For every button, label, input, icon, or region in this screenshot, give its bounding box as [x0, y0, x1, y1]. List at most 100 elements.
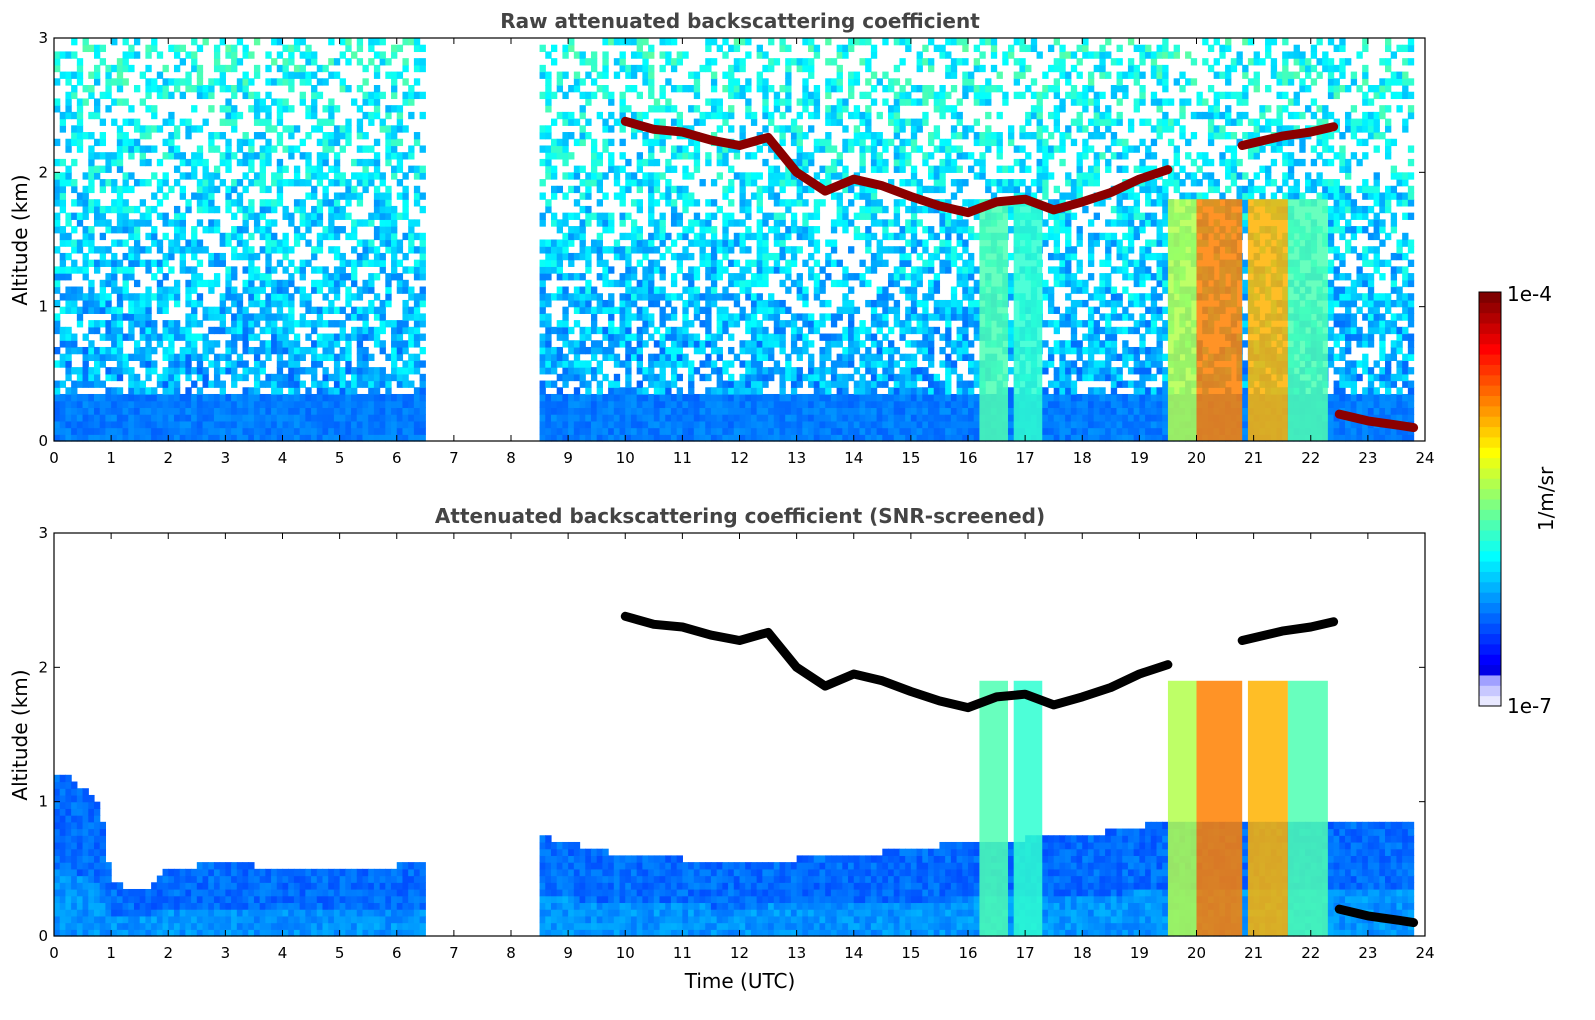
heatmap-cell [888, 387, 895, 395]
heatmap-cell [808, 38, 815, 46]
heatmap-cell [739, 427, 746, 435]
heatmap-cell [145, 266, 152, 274]
heatmap-cell [368, 246, 375, 254]
heatmap-cell [65, 111, 72, 120]
heatmap-cell [539, 360, 546, 368]
heatmap-cell [596, 252, 603, 261]
heatmap-cell [608, 353, 615, 361]
heatmap-cell [236, 145, 244, 153]
heatmap-cell [196, 333, 204, 341]
heatmap-cell [213, 132, 221, 140]
heatmap-cell [236, 313, 244, 321]
heatmap-cell [625, 105, 632, 113]
heatmap-cell [116, 64, 124, 73]
heatmap-cell [105, 105, 112, 113]
heatmap-cell [745, 387, 752, 395]
heatmap-cell [722, 152, 729, 160]
heatmap-cell [545, 91, 552, 100]
heatmap-cell [630, 299, 638, 308]
heatmap-cell [208, 145, 215, 153]
heatmap-cell [179, 326, 186, 335]
heatmap-cell [693, 407, 701, 415]
heatmap-cell [945, 353, 952, 361]
heatmap-cell [213, 259, 221, 267]
heatmap-cell [311, 105, 318, 113]
heatmap-cell [162, 259, 169, 267]
heatmap-cell [585, 400, 592, 409]
heatmap-cell [842, 353, 849, 361]
heatmap-cell [602, 434, 609, 442]
heatmap-cell [173, 125, 181, 133]
heatmap-cell [293, 172, 301, 180]
heatmap-cell [82, 252, 89, 261]
heatmap-cell [65, 252, 72, 261]
heatmap-cell [893, 212, 901, 220]
heatmap-cell [842, 299, 849, 308]
heatmap-cell [191, 105, 198, 113]
heatmap-cell [305, 44, 312, 53]
heatmap-cell [253, 353, 261, 361]
heatmap-cell [105, 226, 112, 234]
heatmap-cell [939, 91, 946, 100]
heatmap-cell [625, 232, 632, 241]
heatmap-cell [676, 111, 683, 120]
heatmap-cell [642, 239, 649, 247]
heatmap-cell [265, 111, 272, 120]
heatmap-cell [356, 85, 364, 93]
heatmap-cell [328, 407, 335, 415]
heatmap-cell [659, 51, 666, 59]
heatmap-cell [362, 373, 369, 382]
heatmap-cell [271, 172, 278, 180]
heatmap-cell [642, 434, 649, 442]
heatmap-cell [539, 427, 546, 435]
heatmap-cell [179, 266, 186, 274]
heatmap-cell [945, 420, 952, 429]
heatmap-cell [116, 293, 124, 301]
heatmap-cell [625, 313, 632, 321]
heatmap-cell [219, 393, 226, 402]
heatmap-cell [191, 252, 198, 261]
heatmap-cell [859, 232, 866, 241]
heatmap-cell [773, 58, 781, 66]
heatmap-cell [282, 340, 289, 348]
heatmap-cell [322, 118, 329, 126]
heatmap-cell [71, 111, 78, 120]
heatmap-cell [859, 387, 866, 395]
heatmap-cell [413, 293, 421, 301]
heatmap-cell [802, 219, 809, 227]
heatmap-cell [619, 333, 626, 341]
heatmap-cell [579, 273, 586, 281]
heatmap-cell [779, 252, 786, 261]
heatmap-cell [893, 299, 901, 308]
heatmap-cell [173, 226, 181, 234]
heatmap-cell [385, 400, 392, 409]
heatmap-cell [88, 393, 95, 402]
heatmap-cell [699, 400, 706, 409]
heatmap-cell [202, 158, 209, 167]
heatmap-cell [905, 91, 912, 100]
heatmap-cell [156, 179, 164, 187]
heatmap-cell [956, 232, 963, 241]
heatmap-cell [391, 51, 398, 59]
heatmap-cell [288, 380, 295, 388]
heatmap-cell [219, 306, 226, 314]
heatmap-cell [396, 71, 404, 79]
heatmap-cell [259, 165, 266, 173]
heatmap-cell [670, 434, 678, 442]
heatmap-cell [419, 165, 426, 173]
heatmap-cell [59, 179, 67, 187]
heatmap-cell [213, 252, 221, 261]
heatmap-cell [173, 205, 181, 214]
heatmap-cell [916, 85, 923, 93]
heatmap-cell [345, 434, 352, 442]
heatmap-cell [710, 273, 718, 281]
heatmap-cell [733, 414, 741, 422]
heatmap-cell [351, 367, 358, 375]
heatmap-cell [282, 320, 289, 328]
heatmap-cell [322, 353, 329, 361]
heatmap-cell [928, 427, 935, 435]
heatmap-cell [185, 199, 192, 207]
heatmap-cell [865, 118, 872, 126]
heatmap-cell [545, 333, 552, 341]
heatmap-cell [328, 111, 335, 120]
